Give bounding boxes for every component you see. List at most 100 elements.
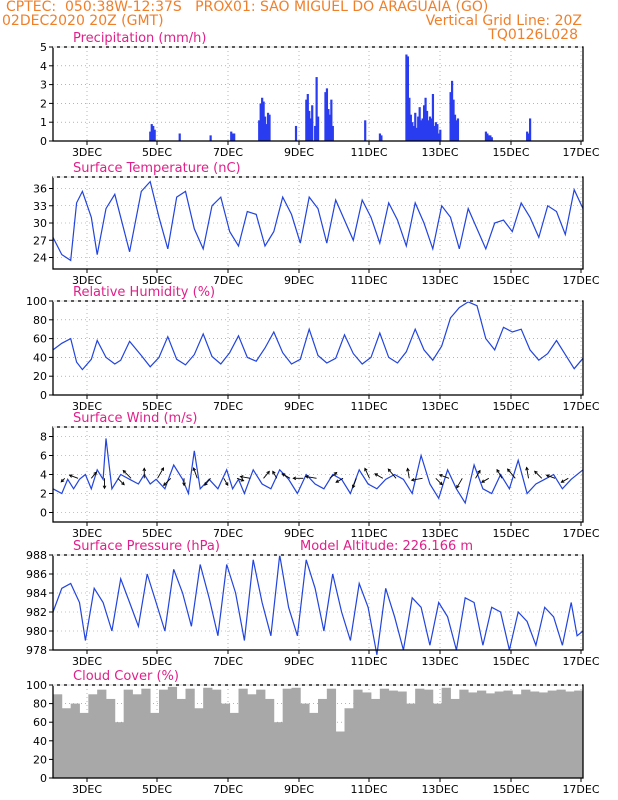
wind-arrow (456, 478, 463, 489)
wind-arrow-head (240, 478, 245, 482)
x-tick-label: 5DEC (142, 655, 172, 668)
cloud-bar (565, 691, 575, 778)
cloud-bar (114, 722, 125, 778)
wind-arrow (481, 477, 490, 483)
precip-bar (526, 131, 529, 141)
y-tick-label: 30 (33, 217, 47, 230)
cloud-bar (106, 698, 116, 778)
wind-arrow-head (224, 482, 229, 487)
wind-arrow (439, 474, 450, 479)
header-line1: CPTEC: 050:38W-12:37S PROX01: SAO MIGUEL… (6, 0, 489, 15)
panel-annotation: Model Altitude: 226.166 m (300, 539, 473, 554)
wind-arrow (204, 478, 211, 486)
x-tick-label: 9DEC (284, 655, 314, 668)
y-tick-label: 0 (40, 389, 47, 402)
wind-arrow-head (335, 479, 340, 483)
precip-bar (437, 133, 440, 141)
x-tick-label: 9DEC (284, 527, 314, 540)
wind-arrow (335, 477, 344, 483)
y-tick-label: 984 (26, 587, 47, 600)
x-tick-label: 15DEC (492, 527, 529, 540)
wind-arrow-head (122, 469, 127, 474)
precip-bar (331, 125, 334, 141)
panel-title: Cloud Cover (%) (73, 669, 179, 684)
wind-arrow (352, 478, 357, 488)
wind-arrow-head (506, 468, 511, 473)
precip-bar (486, 133, 489, 141)
y-tick-label: 20 (33, 370, 47, 383)
x-tick-label: 17DEC (562, 527, 599, 540)
cloud-bar (212, 689, 222, 778)
x-tick-label: 13DEC (421, 527, 458, 540)
wind-arrow-head (281, 473, 286, 477)
wind-arrow (236, 477, 244, 482)
wind-arrow (90, 471, 97, 479)
cloud-bar (415, 688, 425, 778)
precip-bar (330, 99, 333, 141)
y-tick-label: 27 (33, 234, 47, 247)
x-tick-label: 11DEC (350, 400, 387, 413)
wind-arrow (157, 467, 164, 479)
panel-title: Surface Wind (m/s) (73, 411, 197, 426)
x-tick-label: 5DEC (142, 783, 172, 796)
y-tick-label: 60 (33, 716, 47, 729)
precip-bar (408, 97, 411, 141)
precip-bar (265, 124, 268, 141)
precip-bar (484, 131, 488, 141)
cloud-bar (88, 694, 98, 778)
precip-bar (324, 92, 327, 141)
cloud-bar (362, 692, 372, 778)
x-tick-label: 5DEC (142, 274, 172, 287)
x-tick-label: 7DEC (213, 274, 243, 287)
precip-bar (452, 99, 455, 141)
x-tick-label: 3DEC (72, 274, 102, 287)
y-tick-label: 100 (26, 679, 47, 692)
wind-arrow (272, 471, 278, 479)
cloud-bar (247, 694, 257, 778)
x-tick-label: 7DEC (213, 655, 243, 668)
cloud-bar (335, 731, 345, 778)
wind-arrow-head (239, 475, 244, 479)
wind-arrow-head (534, 470, 538, 475)
y-tick-label: 36 (33, 183, 47, 196)
precip-bar (420, 120, 423, 141)
x-tick-label: 11DEC (350, 783, 387, 796)
x-tick-label: 13DEC (421, 274, 458, 287)
precip-bar (325, 88, 329, 141)
wind-arrow-head (410, 477, 415, 482)
precip-bar (231, 133, 234, 141)
precip-bar (315, 77, 318, 141)
precip-bar (152, 125, 155, 141)
x-tick-label: 13DEC (421, 783, 458, 796)
series-line (52, 180, 584, 262)
wind-arrow-head (93, 471, 98, 476)
cloud-bar (424, 689, 434, 778)
y-tick-label: 0 (40, 507, 47, 520)
cloud-bar (371, 698, 381, 778)
wind-arrow-head (406, 467, 410, 472)
cloud-bar (203, 687, 213, 778)
cloud-bar (477, 690, 487, 778)
y-tick-label: 0 (40, 135, 47, 148)
cloud-bar (282, 688, 292, 778)
precip-bar (262, 101, 265, 141)
cloud-bar (229, 712, 239, 778)
x-tick-label: 3DEC (72, 527, 102, 540)
panel-frame (52, 554, 584, 651)
wind-arrow-head (142, 467, 147, 472)
precip-bar (436, 124, 439, 141)
precip-bar (266, 112, 270, 141)
series-line (52, 301, 584, 371)
wind-arrow-head (304, 475, 309, 479)
x-tick-label: 9DEC (284, 400, 314, 413)
wind-arrow (546, 474, 556, 479)
cloud-bar (53, 694, 63, 778)
precip-bar (527, 133, 530, 141)
cloud-bar (194, 708, 204, 778)
cloud-bar (132, 694, 142, 778)
wind-arrow-head (121, 481, 125, 486)
precip-bar (411, 122, 414, 141)
wind-arrow (193, 467, 198, 479)
y-tick-label: 986 (26, 568, 47, 581)
cloud-bar (521, 689, 531, 778)
